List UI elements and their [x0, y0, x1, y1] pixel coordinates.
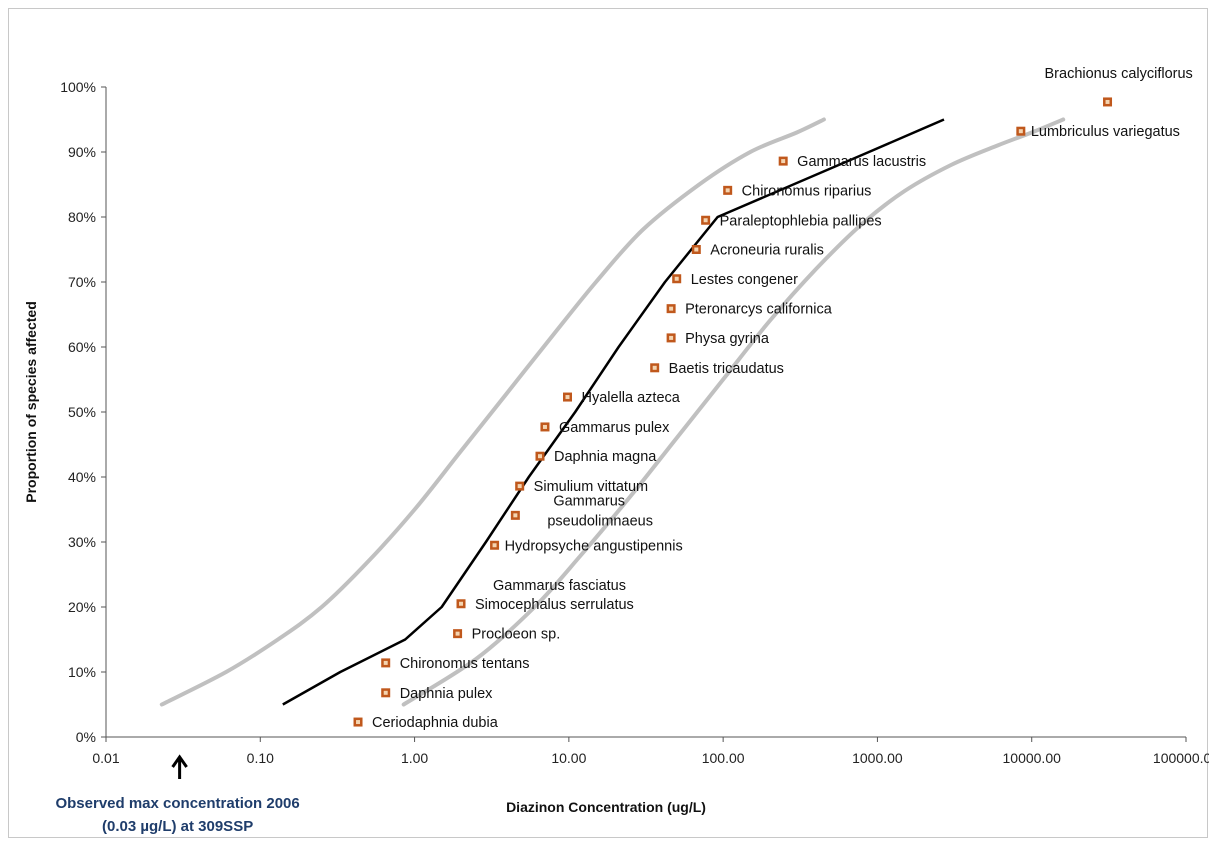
- point-label: Ceriodaphnia dubia: [372, 715, 499, 731]
- x-tick-label: 100000.00: [1153, 750, 1209, 766]
- confidence-bound-upper: [401, 117, 1066, 707]
- point-label: Brachionus calyciflorus: [1045, 66, 1193, 82]
- point-label: Gammarus lacustris: [797, 154, 926, 170]
- point-label: Physa gyrina: [685, 331, 770, 347]
- point-label: Gammarus pseudolimnaeus: [547, 493, 653, 529]
- x-tick-label: 10000.00: [1003, 750, 1062, 766]
- data-point: Gammarus pulex: [540, 420, 670, 436]
- x-tick-label: 0.10: [247, 750, 274, 766]
- data-point: Paraleptophlebia pallipes: [701, 213, 882, 229]
- point-label: Lestes congener: [691, 272, 798, 288]
- point-label: Simulium vittatum: [534, 479, 648, 495]
- y-tick-label: 20%: [68, 599, 96, 615]
- x-axis-title: Diazinon Concentration (ug/L): [506, 799, 706, 815]
- annotation-line-2: (0.03 µg/L) at 309SSP: [102, 818, 253, 835]
- point-label: Baetis tricaudatus: [669, 361, 784, 377]
- data-point: Gammarus pseudolimnaeus: [510, 493, 653, 529]
- y-tick-label: 40%: [68, 469, 96, 485]
- point-label: Gammarus pulex: [559, 420, 670, 436]
- confidence-bound-lower: [159, 117, 826, 707]
- data-point: Hydropsyche angustipennis: [490, 538, 683, 554]
- data-point: Chironomus riparius: [723, 183, 871, 199]
- x-tick-label: 0.01: [92, 750, 119, 766]
- point-label: Chironomus tentans: [400, 656, 530, 672]
- point-label: Chironomus riparius: [742, 183, 872, 199]
- y-tick-label: 50%: [68, 404, 96, 420]
- y-tick-label: 60%: [68, 339, 96, 355]
- data-point: Chironomus tentans: [381, 656, 529, 672]
- y-tick-label: 70%: [68, 274, 96, 290]
- point-label: Daphnia pulex: [400, 686, 493, 702]
- data-point: Physa gyrina: [666, 331, 770, 347]
- y-axis-title: Proportion of species affected: [23, 301, 39, 502]
- y-tick-label: 100%: [60, 79, 96, 95]
- point-label: Gammarus fasciatus: [493, 578, 626, 594]
- chart-frame: 0% 10% 20% 30% 40% 50% 60% 70% 80% 90% 100% 0.01 0.1…: [8, 8, 1209, 838]
- data-point: Daphnia pulex: [381, 686, 493, 702]
- ssd-chart: 0% 10% 20% 30% 40% 50% 60% 70% 80% 90% 100% 0.01 0.1…: [23, 66, 1209, 835]
- data-point: Procloeon sp.: [453, 627, 560, 643]
- point-label: Hyalella azteca: [582, 390, 681, 406]
- x-tick-label: 10.00: [551, 750, 586, 766]
- data-point: Gammarus fasciatus: [493, 578, 626, 594]
- data-point: Baetis tricaudatus: [650, 361, 784, 377]
- point-label: Lumbriculus variegatus: [1031, 124, 1180, 140]
- data-point: Simocephalus serrulatus: [456, 597, 634, 613]
- annotation-line-1: Observed max concentration 2006: [55, 795, 299, 812]
- data-point: Ceriodaphnia dubia: [353, 715, 499, 731]
- point-label: Daphnia magna: [554, 449, 657, 465]
- y-tick-label: 0%: [76, 729, 96, 745]
- data-point: Acroneuria ruralis: [691, 243, 824, 259]
- point-label: Acroneuria ruralis: [710, 243, 824, 259]
- data-point: Brachionus calyciflorus: [1045, 66, 1193, 107]
- y-tick-label: 30%: [68, 534, 96, 550]
- confidence-bounds: [159, 117, 1066, 707]
- point-label: Paraleptophlebia pallipes: [720, 213, 882, 229]
- point-label: Simocephalus serrulatus: [475, 597, 634, 613]
- up-arrow-icon: [171, 754, 188, 779]
- data-point: Simulium vittatum: [515, 479, 648, 495]
- data-point: Hyalella azteca: [563, 390, 681, 406]
- x-tick-label: 1000.00: [852, 750, 903, 766]
- point-label: Hydropsyche angustipennis: [505, 538, 683, 554]
- y-tick-label: 90%: [68, 144, 96, 160]
- point-label: Pteronarcys californica: [685, 302, 833, 318]
- axes: 0% 10% 20% 30% 40% 50% 60% 70% 80% 90% 100% 0.01 0.1…: [60, 79, 1209, 766]
- fitted-curve: [282, 118, 945, 706]
- data-point: Lumbriculus variegatus: [1016, 124, 1180, 140]
- data-point: Lestes congener: [672, 272, 798, 288]
- data-points: Ceriodaphnia dubia Daphnia pulex Chironomu…: [353, 66, 1193, 731]
- observed-max-annotation: Observed max concentration 2006 (0.03 µg…: [55, 754, 300, 835]
- fitted-curve-layer: [282, 118, 945, 706]
- data-point: Pteronarcys californica: [666, 302, 833, 318]
- y-tick-label: 80%: [68, 209, 96, 225]
- y-tick-label: 10%: [68, 664, 96, 680]
- point-label: Procloeon sp.: [472, 627, 561, 643]
- data-point: Daphnia magna: [535, 449, 657, 465]
- x-tick-label: 100.00: [702, 750, 745, 766]
- x-tick-label: 1.00: [401, 750, 428, 766]
- data-point: Gammarus lacustris: [778, 154, 926, 170]
